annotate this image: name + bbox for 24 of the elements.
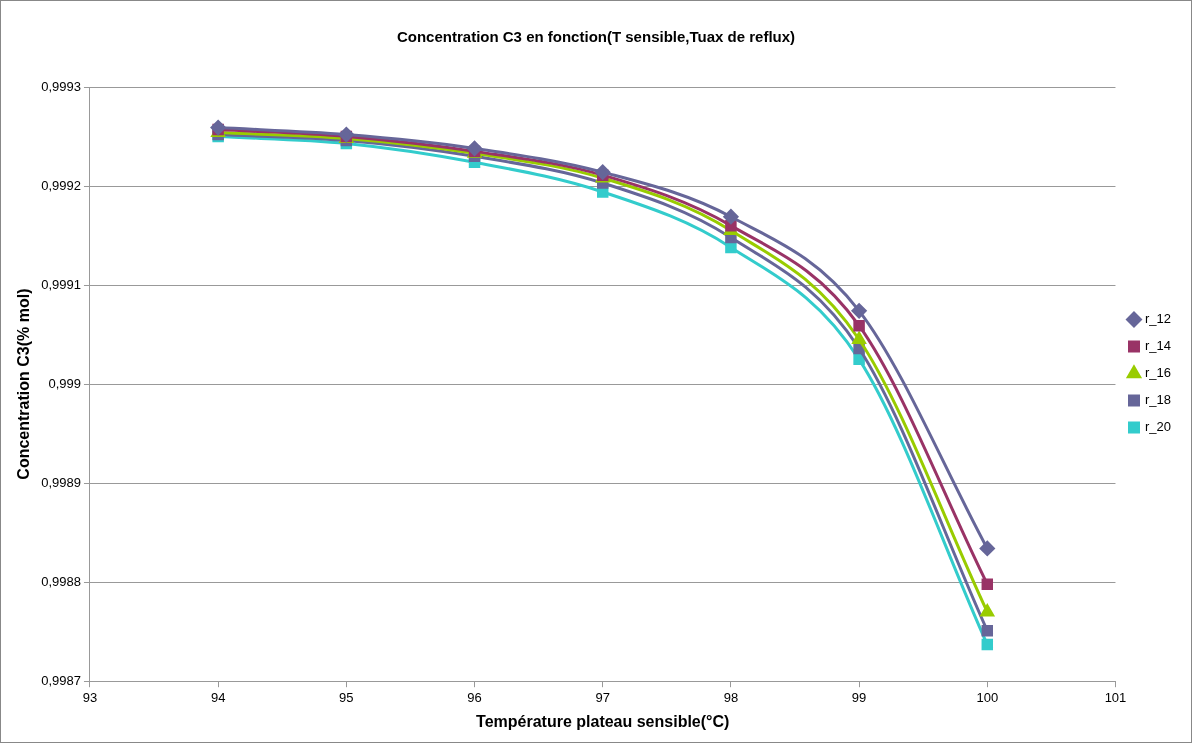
y-axis-title: Concentration C3(% mol) bbox=[15, 288, 33, 480]
x-tick-label: 96 bbox=[467, 689, 482, 705]
legend-label: r_12 bbox=[1144, 311, 1172, 327]
x-tick-label: 93 bbox=[82, 689, 98, 705]
x-tick-label: 97 bbox=[595, 689, 610, 705]
x-tick-label: 100 bbox=[976, 689, 999, 705]
y-tick-label: 0,9989 bbox=[41, 474, 81, 490]
y-tick-label: 0,9993 bbox=[41, 78, 81, 94]
y-tick-label: 0,9987 bbox=[41, 672, 81, 688]
legend-label: r_16 bbox=[1144, 365, 1172, 381]
y-tick-label: 0,9991 bbox=[41, 276, 81, 292]
x-tick-label: 98 bbox=[723, 689, 739, 705]
x-tick-label: 99 bbox=[851, 689, 867, 705]
x-tick-label: 101 bbox=[1104, 689, 1127, 705]
x-tick-label: 95 bbox=[339, 689, 354, 705]
legend-label: r_20 bbox=[1144, 419, 1172, 435]
x-axis-title: Température plateau sensible(°C) bbox=[476, 712, 730, 730]
legend-label: r_14 bbox=[1144, 338, 1172, 354]
legend-label: r_18 bbox=[1144, 392, 1172, 408]
x-tick-label: 94 bbox=[210, 689, 226, 705]
y-tick-label: 0,999 bbox=[48, 375, 81, 391]
chart-title: Concentration C3 en fonction(T sensible,Tuax de reflux) bbox=[396, 28, 796, 46]
y-tick-label: 0,9992 bbox=[41, 177, 81, 193]
y-tick-label: 0,9988 bbox=[41, 573, 81, 589]
